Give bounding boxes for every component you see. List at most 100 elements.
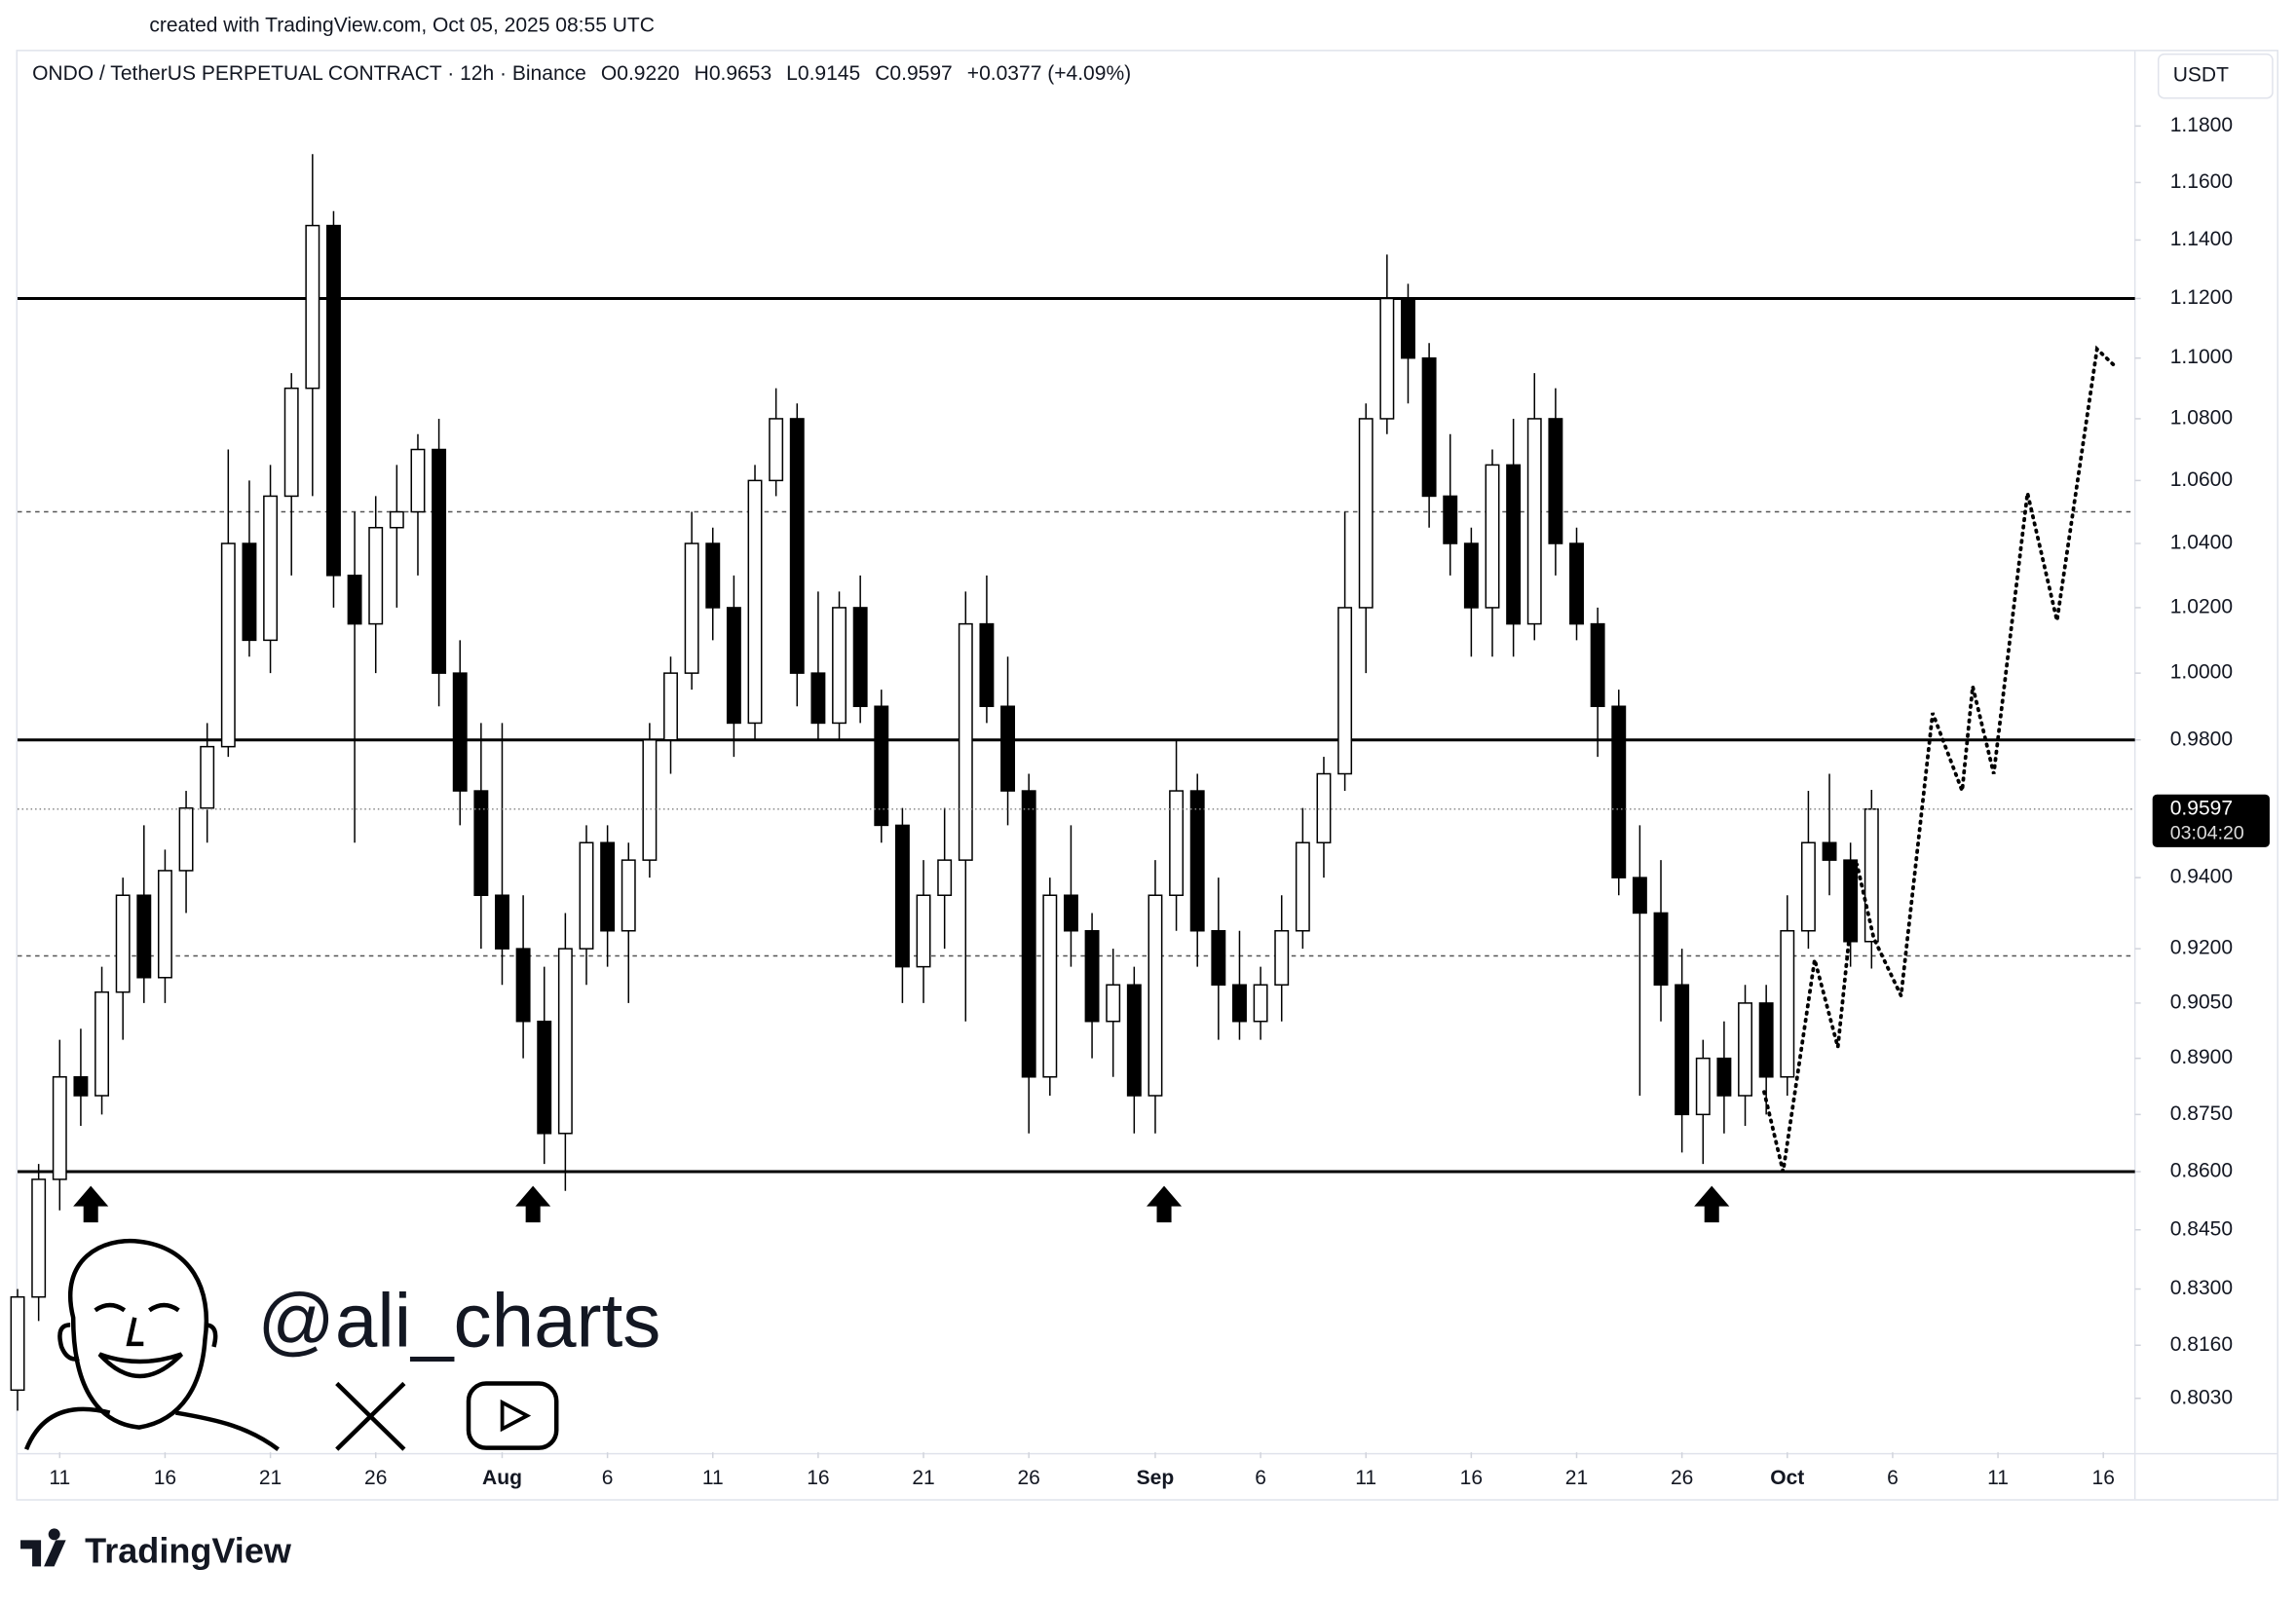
candle-body	[1463, 542, 1479, 609]
y-tick-label: 0.8030	[2170, 1386, 2233, 1408]
header: created with TradingView.com, Oct 05, 20…	[149, 15, 655, 37]
y-tick-label: 0.8300	[2170, 1277, 2233, 1299]
candle-body	[769, 418, 784, 482]
x-tick-label: Sep	[1137, 1467, 1175, 1489]
y-tick-label: 1.0600	[2170, 468, 2233, 491]
social-icons	[335, 1381, 559, 1451]
candle-body	[115, 894, 131, 993]
y-tick-label: 1.1000	[2170, 346, 2233, 368]
candle-body	[1042, 894, 1058, 1078]
projection-path	[1762, 345, 2119, 1173]
candle-body	[1379, 297, 1395, 420]
arrow-up	[73, 1185, 109, 1223]
candle-body	[1506, 464, 1522, 625]
last-price-tag	[2152, 794, 2270, 847]
candle-body	[1148, 894, 1163, 1097]
candle-body	[1169, 790, 1185, 896]
x-tick-label: 6	[1255, 1467, 1266, 1489]
x-tick-label: 16	[154, 1467, 176, 1489]
candle-body	[389, 510, 404, 529]
chart-title: ONDO / TetherUS PERPETUAL CONTRACT · 12h…	[32, 62, 586, 85]
candle-body	[1211, 929, 1226, 986]
candle-body	[31, 1178, 47, 1298]
ohlc-value: H0.9653	[695, 62, 772, 85]
candle-body	[52, 1076, 67, 1180]
candle-body	[874, 705, 889, 827]
candle-body	[1843, 859, 1859, 943]
candle-body	[1126, 984, 1142, 1097]
candle-body	[1822, 841, 1837, 861]
x-tick-label: 11	[1987, 1467, 2009, 1489]
candle-body	[642, 738, 658, 861]
candle-body	[347, 575, 362, 625]
x-tick-label: 21	[912, 1467, 934, 1489]
candle-body	[220, 542, 236, 748]
ohlc-value: C0.9597	[875, 62, 953, 85]
y-tick-label: 0.9200	[2170, 937, 2233, 959]
x-tick-label: 21	[1565, 1467, 1588, 1489]
candle-body	[937, 859, 953, 896]
x-tick-label: 16	[807, 1467, 829, 1489]
x-tick-label: 11	[1355, 1467, 1376, 1489]
candle-body	[1000, 705, 1016, 792]
arrow-up	[1694, 1185, 1730, 1223]
y-tick-label: 0.8750	[2170, 1102, 2233, 1125]
x-icon	[335, 1381, 406, 1451]
candle-body	[178, 806, 194, 872]
y-tick-label: 1.0000	[2170, 661, 2233, 684]
y-tick-label: 0.9800	[2170, 728, 2233, 750]
candle-body	[958, 622, 973, 861]
candle-body	[1274, 929, 1290, 986]
y-tick-label: 0.9400	[2170, 866, 2233, 888]
candle-body	[979, 622, 995, 708]
x-tick-label: 6	[1887, 1467, 1899, 1489]
x-tick-label: 21	[259, 1467, 282, 1489]
brand-logo: TradingView	[20, 1528, 292, 1570]
candle-body	[515, 948, 531, 1023]
chart-frame	[16, 50, 2278, 1501]
candle-body	[621, 859, 636, 932]
candle-body	[832, 607, 847, 725]
y-tick-label: 1.1200	[2170, 286, 2233, 309]
candle-body	[432, 448, 447, 674]
x-tick-label: 26	[1017, 1467, 1039, 1489]
candle-body	[368, 526, 384, 625]
candle-body	[579, 841, 594, 950]
arrow-up	[1146, 1185, 1183, 1223]
candle-body	[1443, 495, 1458, 544]
candle-body	[1485, 464, 1500, 609]
countdown: 03:04:20	[2170, 822, 2244, 843]
candle-body	[1632, 877, 1647, 915]
x-tick-label: 11	[702, 1467, 724, 1489]
candle-body	[73, 1076, 89, 1097]
candle-body	[852, 607, 868, 708]
candle-body	[1232, 984, 1247, 1023]
currency-box[interactable]	[2157, 53, 2274, 99]
candle-body	[1695, 1057, 1711, 1116]
candle-body	[600, 841, 616, 932]
candle-body	[10, 1295, 25, 1392]
candle-body	[726, 607, 741, 725]
candle-body	[1295, 841, 1310, 932]
candle-body	[495, 894, 509, 950]
candle-body	[557, 948, 573, 1135]
candle-body	[1569, 542, 1584, 625]
candle-body	[1084, 929, 1100, 1023]
candle-body	[916, 894, 931, 968]
candle-body	[894, 824, 910, 968]
candle-body	[537, 1020, 552, 1135]
x-tick-label: 11	[49, 1467, 70, 1489]
candle-body	[1548, 418, 1563, 544]
y-tick-label: 0.9050	[2170, 990, 2233, 1013]
candle-body	[1316, 772, 1332, 843]
arrows	[73, 1185, 1730, 1223]
ohlc-value: L0.9145	[786, 62, 860, 85]
y-tick-label: 0.8160	[2170, 1333, 2233, 1356]
candle-body	[1590, 622, 1605, 708]
candle-body	[136, 894, 152, 979]
currency[interactable]: USDT	[2173, 64, 2229, 87]
candle-body	[663, 672, 678, 741]
arrow-up	[515, 1185, 551, 1223]
